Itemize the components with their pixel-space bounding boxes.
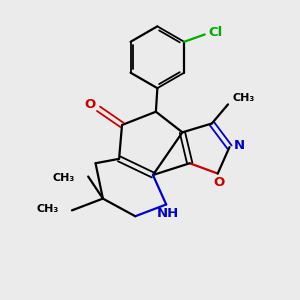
- Text: N: N: [233, 139, 244, 152]
- Text: Cl: Cl: [209, 26, 223, 40]
- Text: NH: NH: [157, 207, 179, 220]
- Text: CH₃: CH₃: [232, 93, 255, 103]
- Text: O: O: [85, 98, 96, 111]
- Text: O: O: [214, 176, 225, 189]
- Text: CH₃: CH₃: [53, 173, 75, 183]
- Text: CH₃: CH₃: [37, 204, 59, 214]
